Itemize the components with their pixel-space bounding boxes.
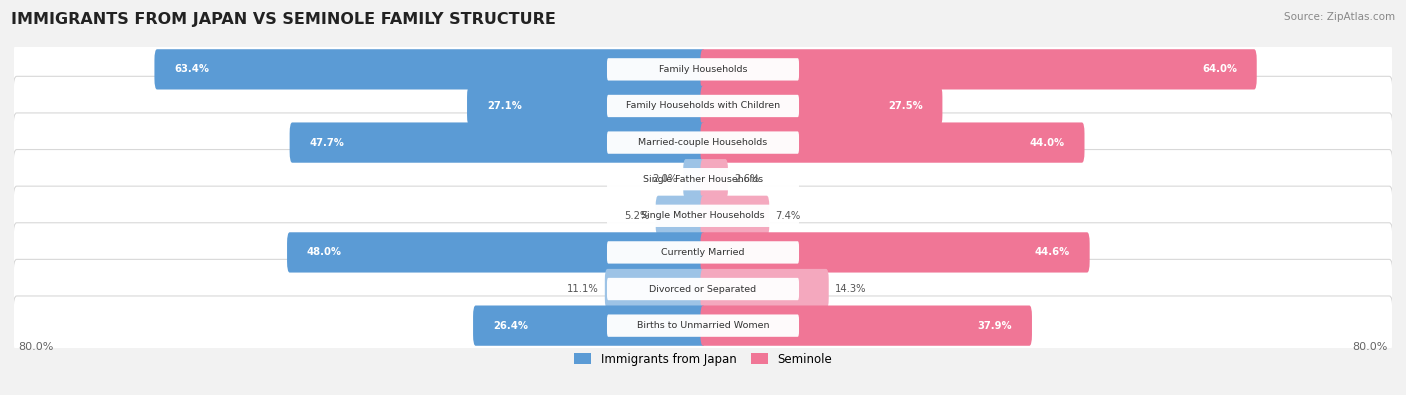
Text: 80.0%: 80.0% [18,342,53,352]
FancyBboxPatch shape [700,49,1257,90]
Text: 47.7%: 47.7% [309,137,344,148]
Text: IMMIGRANTS FROM JAPAN VS SEMINOLE FAMILY STRUCTURE: IMMIGRANTS FROM JAPAN VS SEMINOLE FAMILY… [11,12,557,27]
FancyBboxPatch shape [290,122,706,163]
Text: Currently Married: Currently Married [661,248,745,257]
Text: Single Father Households: Single Father Households [643,175,763,184]
FancyBboxPatch shape [607,168,799,190]
Text: 2.0%: 2.0% [652,174,678,184]
FancyBboxPatch shape [700,269,828,309]
FancyBboxPatch shape [287,232,706,273]
FancyBboxPatch shape [607,241,799,263]
FancyBboxPatch shape [13,76,1393,135]
FancyBboxPatch shape [467,86,706,126]
FancyBboxPatch shape [700,86,942,126]
Text: 27.5%: 27.5% [887,101,922,111]
Text: 26.4%: 26.4% [494,321,527,331]
FancyBboxPatch shape [13,40,1393,99]
Text: 63.4%: 63.4% [174,64,209,74]
Legend: Immigrants from Japan, Seminole: Immigrants from Japan, Seminole [574,353,832,366]
Text: 5.2%: 5.2% [624,211,650,221]
Text: 80.0%: 80.0% [1353,342,1388,352]
FancyBboxPatch shape [155,49,706,90]
FancyBboxPatch shape [700,122,1084,163]
Text: 2.6%: 2.6% [734,174,759,184]
FancyBboxPatch shape [13,150,1393,209]
FancyBboxPatch shape [13,113,1393,172]
FancyBboxPatch shape [683,159,706,199]
FancyBboxPatch shape [13,296,1393,355]
FancyBboxPatch shape [607,95,799,117]
Text: Source: ZipAtlas.com: Source: ZipAtlas.com [1284,12,1395,22]
Text: 27.1%: 27.1% [486,101,522,111]
Text: Family Households with Children: Family Households with Children [626,102,780,111]
Text: 44.6%: 44.6% [1035,247,1070,258]
FancyBboxPatch shape [13,186,1393,245]
Text: 64.0%: 64.0% [1202,64,1237,74]
Text: 11.1%: 11.1% [567,284,599,294]
Text: 14.3%: 14.3% [835,284,866,294]
FancyBboxPatch shape [605,269,706,309]
FancyBboxPatch shape [607,132,799,154]
FancyBboxPatch shape [607,314,799,337]
Text: Divorced or Separated: Divorced or Separated [650,284,756,293]
FancyBboxPatch shape [700,159,728,199]
FancyBboxPatch shape [607,58,799,81]
Text: 37.9%: 37.9% [977,321,1012,331]
Text: 48.0%: 48.0% [307,247,342,258]
Text: 7.4%: 7.4% [775,211,800,221]
Text: Family Households: Family Households [659,65,747,74]
FancyBboxPatch shape [472,305,706,346]
Text: Married-couple Households: Married-couple Households [638,138,768,147]
FancyBboxPatch shape [655,196,706,236]
FancyBboxPatch shape [700,232,1090,273]
Text: 44.0%: 44.0% [1029,137,1064,148]
FancyBboxPatch shape [607,205,799,227]
Text: Single Mother Households: Single Mother Households [641,211,765,220]
FancyBboxPatch shape [700,305,1032,346]
FancyBboxPatch shape [700,196,769,236]
FancyBboxPatch shape [13,260,1393,319]
Text: Births to Unmarried Women: Births to Unmarried Women [637,321,769,330]
FancyBboxPatch shape [13,223,1393,282]
FancyBboxPatch shape [607,278,799,300]
